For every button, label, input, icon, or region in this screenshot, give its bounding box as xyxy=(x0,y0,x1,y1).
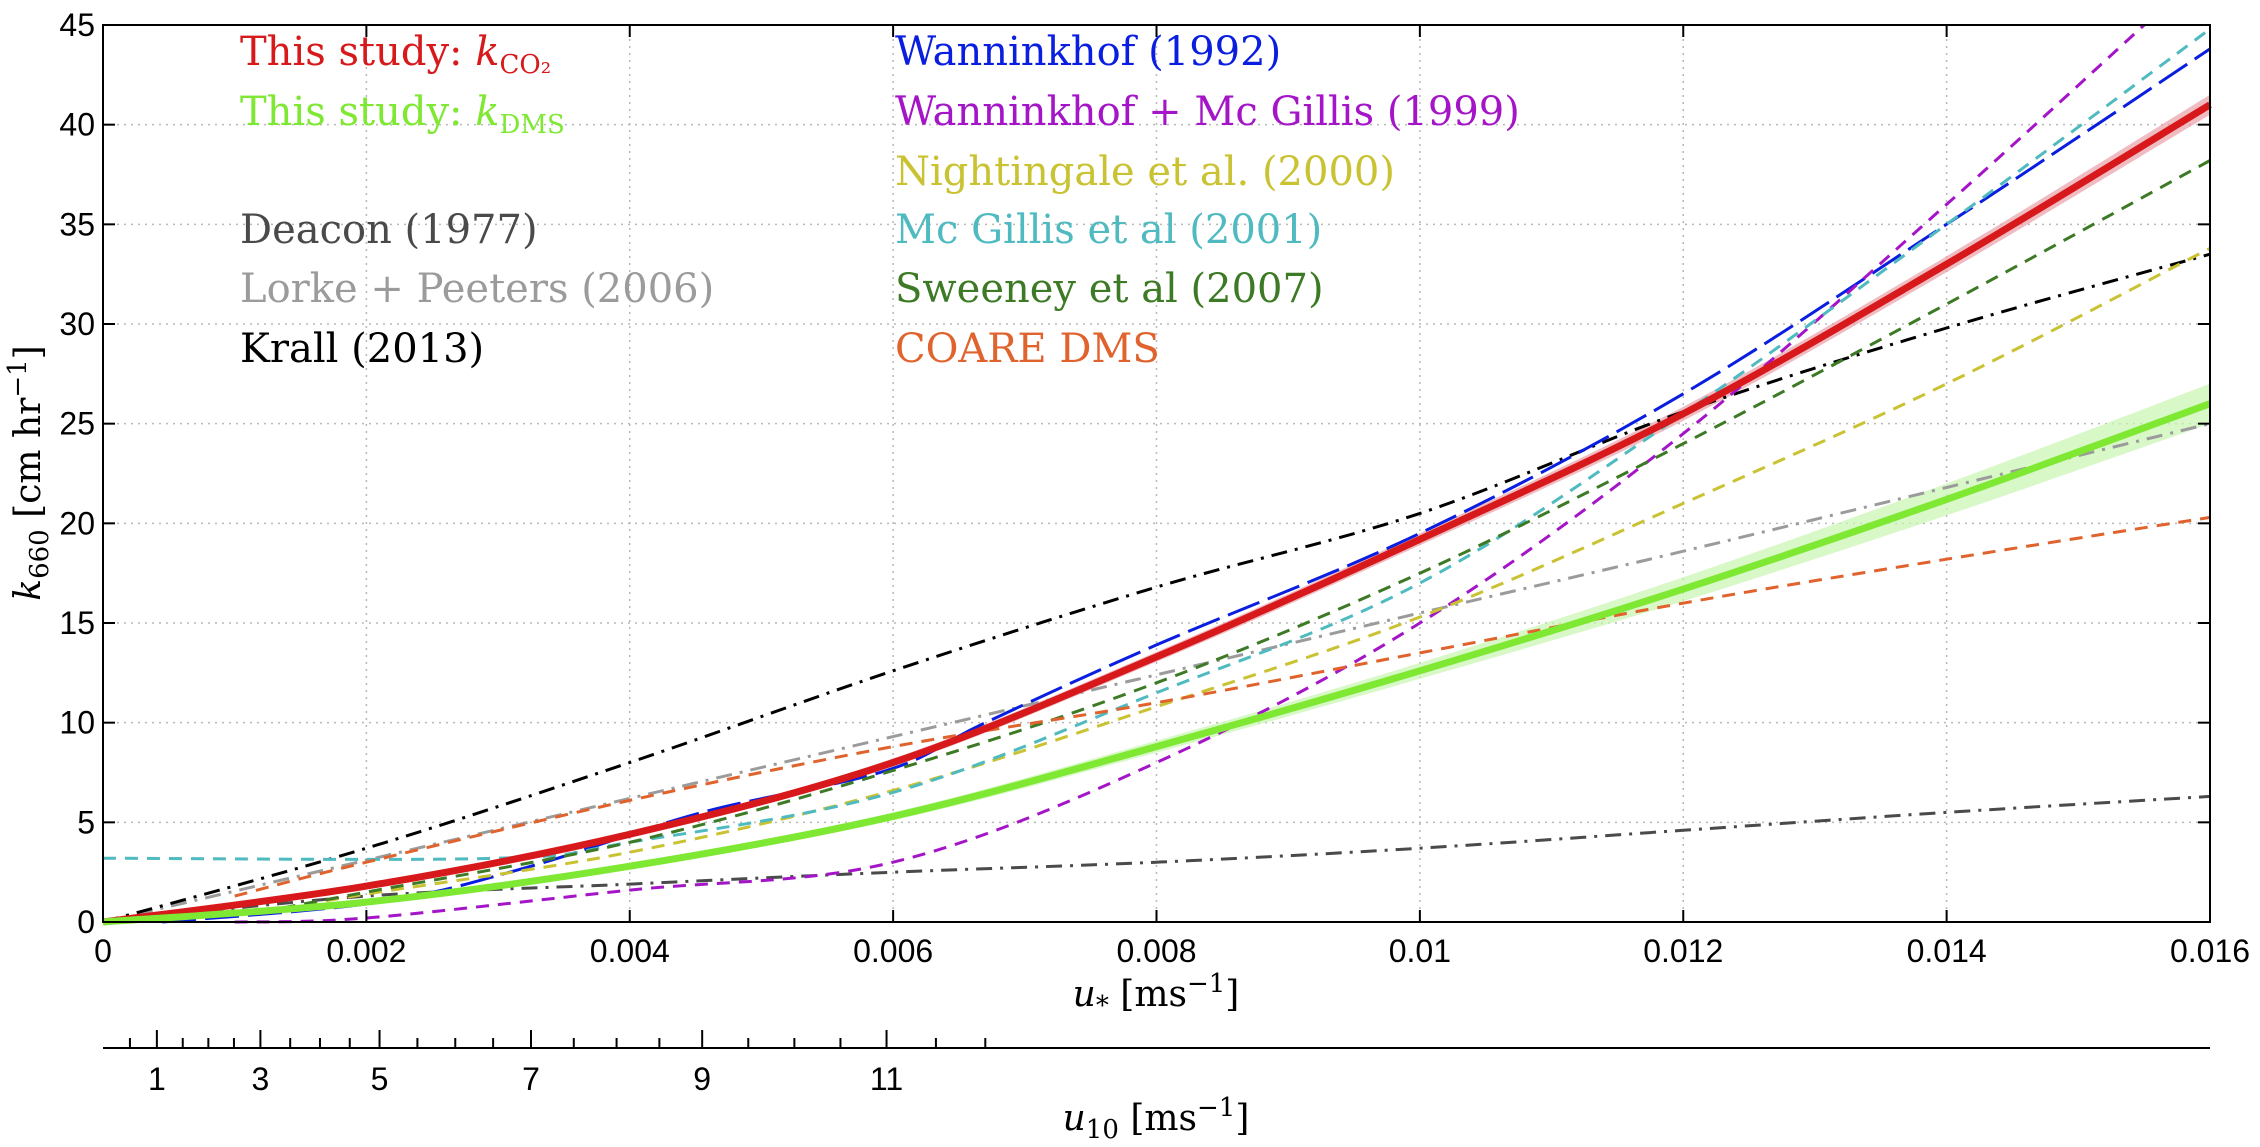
x2-tick-label: 9 xyxy=(693,1061,711,1097)
y-tick-label: 15 xyxy=(59,605,95,641)
y-tick-label: 40 xyxy=(59,107,95,143)
series-lines xyxy=(102,23,2212,926)
y-tick-label: 30 xyxy=(59,306,95,342)
y-axis-ticks: 0 5 10 15 20 25 30 35 40 45 xyxy=(59,7,2210,940)
series-line-this-study-dms xyxy=(102,400,2212,926)
legend-entry-this-study-co: This study: kCO₂ xyxy=(240,29,551,80)
x2-tick-label: 7 xyxy=(522,1061,540,1097)
x-axis-ticks: 0 0.002 0.004 0.006 0.008 0.01 0.012 0.014 0.016 xyxy=(94,25,2250,969)
x-tick-label: 0.002 xyxy=(326,933,406,969)
y-tick-label: 5 xyxy=(77,804,95,840)
series-line-sweeney-et-al-2007 xyxy=(260,159,2211,914)
x-tick-label: 0.008 xyxy=(1116,933,1196,969)
x2-tick-label: 1 xyxy=(148,1061,166,1097)
secondary-x-axis: 1 3 5 7 9 11 xyxy=(103,1030,2210,1097)
legend-entry-krall-2013: Krall (2013) xyxy=(240,326,484,372)
series-line-mc-gillis-et-al-2001 xyxy=(102,27,2211,861)
legend-entry-sweeney-et-al-2007: Sweeney et al (2007) xyxy=(895,266,1324,312)
y-tick-label: 10 xyxy=(59,705,95,741)
legend-entry-coare-dms: COARE DMS xyxy=(895,326,1160,372)
x-tick-label: 0.004 xyxy=(590,933,670,969)
x2-tick-label: 3 xyxy=(251,1061,269,1097)
series-line-krall-2013 xyxy=(102,252,2211,924)
series-line-deacon-1977 xyxy=(102,794,2211,924)
x2-tick-label: 5 xyxy=(371,1061,389,1097)
y-axis-label: k660 [cm hr−1] xyxy=(3,345,55,600)
series-line-nightingale-et-al-2000 xyxy=(260,246,2211,914)
x2-axis-label: u10 [ms−1] xyxy=(1063,1093,1250,1145)
series-line-wanninkhof-mc-gillis-1999 xyxy=(234,23,2146,924)
x-tick-label: 0 xyxy=(94,933,112,969)
legend-entry-mc-gillis-et-al-2001: Mc Gillis et al (2001) xyxy=(895,207,1322,253)
legend-entry-deacon-1977: Deacon (1977) xyxy=(240,207,538,253)
y-tick-label: 25 xyxy=(59,406,95,442)
x-tick-label: 0.012 xyxy=(1643,933,1723,969)
y-tick-label: 20 xyxy=(59,505,95,541)
legend-entry-wanninkhof-1992: Wanninkhof (1992) xyxy=(895,29,1281,75)
y-tick-label: 45 xyxy=(59,7,95,43)
legend-entry-nightingale-et-al-2000: Nightingale et al. (2000) xyxy=(895,149,1395,195)
y-tick-label: 35 xyxy=(59,206,95,242)
y-tick-label: 0 xyxy=(77,904,95,940)
x2-tick-label: 11 xyxy=(870,1061,903,1097)
series-line-this-study-co xyxy=(102,101,2212,926)
x-tick-label: 0.014 xyxy=(1907,933,1987,969)
x-tick-label: 0.01 xyxy=(1389,933,1451,969)
legend-entry-this-study-dms: This study: kDMS xyxy=(240,89,565,140)
legend-entry-wanninkhof-mc-gillis-1999: Wanninkhof + Mc Gillis (1999) xyxy=(895,89,1520,135)
x-tick-label: 0.006 xyxy=(853,933,933,969)
legend-entry-lorke-peeters-2006: Lorke + Peeters (2006) xyxy=(240,266,714,312)
series-line-coare-dms xyxy=(234,515,2211,898)
legend: This study: kCO₂ This study: kDMS Deacon (… xyxy=(240,29,1520,372)
x-axis-label: u* [ms−1] xyxy=(1073,969,1240,1021)
x-tick-label: 0.016 xyxy=(2170,933,2250,969)
